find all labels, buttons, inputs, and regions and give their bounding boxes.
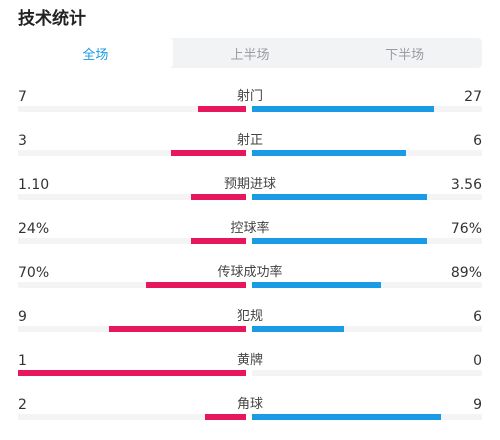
away-value: 3.56: [450, 177, 482, 193]
home-bar-track: [18, 282, 246, 288]
away-bar-track: [252, 194, 482, 200]
home-bar-track: [18, 414, 246, 420]
stat-name: 射正: [236, 133, 263, 148]
away-bar: [252, 150, 407, 156]
home-value: 24%: [18, 221, 50, 237]
home-bar: [145, 282, 246, 288]
stat-row: 2 角球 9: [18, 396, 482, 432]
home-value: 9: [18, 309, 27, 325]
away-bar: [252, 194, 427, 200]
away-value: 0: [473, 353, 482, 369]
away-bar-track: [252, 150, 482, 156]
home-bar: [191, 194, 246, 200]
stat-row: 1 黄牌 0: [18, 352, 482, 388]
home-bar: [191, 238, 246, 244]
home-value: 3: [18, 133, 27, 149]
period-tabs: 全场 上半场 下半场: [18, 38, 482, 68]
home-value: 2: [18, 397, 27, 413]
home-bar: [18, 370, 246, 376]
stat-row: 7 射门 27: [18, 88, 482, 124]
home-bar-track: [18, 238, 246, 244]
home-value: 1.10: [18, 177, 50, 193]
away-bar-track: [252, 106, 482, 112]
stat-name: 角球: [236, 397, 263, 412]
away-bar: [252, 238, 427, 244]
away-bar-track: [252, 238, 482, 244]
tab-second-half[interactable]: 下半场: [385, 47, 425, 63]
away-bar: [252, 414, 441, 420]
away-bar-track: [252, 414, 482, 420]
home-value: 70%: [18, 265, 50, 281]
stat-row: 9 犯规 6: [18, 308, 482, 344]
stat-name: 犯规: [236, 309, 263, 324]
home-bar-track: [18, 150, 246, 156]
away-value: 6: [473, 133, 482, 149]
home-bar-track: [18, 370, 246, 376]
home-bar-track: [18, 194, 246, 200]
stat-row: 24% 控球率 76%: [18, 220, 482, 256]
away-bar-track: [252, 326, 482, 332]
home-bar: [204, 414, 246, 420]
tab-full-match[interactable]: 全场: [18, 38, 173, 68]
home-bar-track: [18, 106, 246, 112]
away-bar: [252, 326, 344, 332]
away-value: 76%: [450, 221, 482, 237]
stat-name: 传球成功率: [217, 265, 283, 280]
home-value: 7: [18, 89, 27, 105]
stat-name: 射门: [236, 89, 263, 104]
stat-row: 1.10 预期进球 3.56: [18, 176, 482, 212]
home-bar: [109, 326, 246, 332]
away-bar-track: [252, 370, 482, 376]
stat-name: 预期进球: [223, 177, 276, 192]
page-title: 技术统计: [18, 9, 86, 29]
stat-row: 3 射正 6: [18, 132, 482, 168]
away-bar: [252, 106, 434, 112]
away-bar: [252, 282, 381, 288]
away-value: 6: [473, 309, 482, 325]
stat-row: 70% 传球成功率 89%: [18, 264, 482, 300]
home-bar-track: [18, 326, 246, 332]
away-value: 89%: [450, 265, 482, 281]
away-value: 9: [473, 397, 482, 413]
stat-name: 控球率: [230, 221, 270, 236]
home-value: 1: [18, 353, 27, 369]
away-bar-track: [252, 282, 482, 288]
tab-first-half[interactable]: 上半场: [230, 47, 270, 63]
stat-name: 黄牌: [236, 353, 263, 368]
home-bar: [170, 150, 246, 156]
home-bar: [198, 106, 246, 112]
away-value: 27: [464, 89, 482, 105]
